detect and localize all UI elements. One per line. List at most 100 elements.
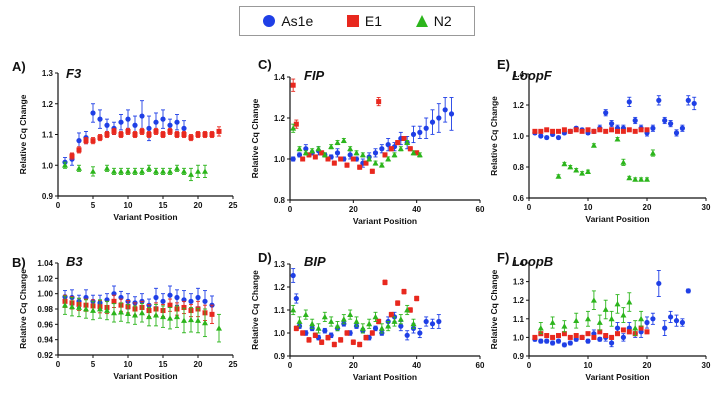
data-point	[404, 307, 411, 313]
data-point	[614, 136, 621, 142]
data-point	[638, 325, 644, 331]
data-point	[561, 342, 568, 348]
data-point	[597, 329, 603, 335]
data-point	[340, 137, 347, 143]
y-tick-label: 1.4	[274, 73, 286, 82]
data-point	[538, 133, 544, 139]
data-point	[567, 164, 574, 170]
series-n2	[555, 136, 656, 182]
data-point	[615, 331, 620, 337]
data-point	[602, 306, 609, 312]
data-point	[202, 132, 208, 137]
y-tick-label: 1.04	[37, 259, 53, 268]
data-point	[603, 128, 609, 134]
data-point	[139, 128, 145, 134]
data-point	[296, 145, 303, 152]
series-e1	[532, 325, 650, 340]
data-point	[679, 125, 686, 131]
data-point	[395, 140, 401, 146]
x-tick-label: 5	[91, 360, 96, 369]
data-point	[104, 122, 110, 128]
data-point	[372, 150, 379, 156]
panel-bip: D) BIP 0.9 1.0 1.1 1.2 1.3 0 20 40 60 Variant Posit…	[250, 250, 485, 382]
data-point	[195, 294, 201, 301]
data-point	[315, 145, 322, 152]
data-point	[366, 156, 373, 162]
data-point	[347, 152, 353, 158]
data-point	[626, 329, 632, 335]
data-point	[306, 152, 312, 158]
data-point	[632, 176, 639, 182]
data-point	[90, 307, 96, 313]
data-point	[340, 316, 347, 322]
data-point	[202, 319, 208, 326]
y-tick-label: 1.2	[274, 114, 286, 123]
data-point	[556, 333, 561, 339]
series-as1e	[290, 268, 442, 341]
data-point	[181, 125, 187, 131]
data-point	[372, 160, 379, 166]
data-point	[376, 319, 382, 324]
data-point	[359, 325, 366, 331]
data-point	[353, 149, 360, 156]
data-point	[188, 298, 194, 304]
data-point	[401, 136, 407, 141]
data-point	[644, 127, 650, 133]
data-point	[407, 146, 413, 152]
data-point	[202, 168, 208, 174]
legend-label-e1: E1	[364, 13, 383, 29]
data-point	[334, 139, 341, 145]
data-point	[160, 132, 166, 137]
data-point	[614, 325, 621, 331]
data-point	[379, 146, 385, 152]
x-tick-label: 60	[476, 361, 485, 370]
data-point	[644, 329, 650, 335]
data-point	[153, 312, 159, 318]
data-point	[385, 156, 392, 162]
data-point	[650, 316, 656, 322]
x-tick-label: 10	[584, 361, 593, 370]
data-point	[350, 339, 356, 345]
legend-label-n2: N2	[433, 13, 452, 29]
x-tick-label: 20	[643, 203, 652, 212]
data-point	[544, 338, 550, 344]
y-axis-label: Relative Cq Change	[489, 96, 499, 176]
series-n2	[537, 290, 645, 336]
x-tick-label: 20	[643, 361, 652, 370]
panel-loopb: F) LoopB 0.9 1.0 1.1 1.2 1.3 1.4 0 10 20 30 Variant …	[489, 250, 711, 382]
data-point	[549, 319, 556, 325]
data-point	[442, 107, 448, 113]
data-point	[132, 122, 138, 128]
data-point	[139, 113, 145, 119]
data-point	[620, 312, 627, 318]
data-point	[644, 176, 650, 182]
x-tick-label: 20	[194, 201, 203, 210]
y-tick-label: 1.1	[274, 306, 286, 315]
data-point	[398, 323, 404, 329]
data-point	[620, 327, 626, 333]
data-point	[626, 99, 632, 105]
data-point	[300, 330, 306, 336]
y-tick-label: 1.4	[513, 259, 525, 268]
data-point	[644, 319, 650, 326]
data-point	[369, 168, 375, 174]
y-tick-label: 1.2	[513, 296, 525, 305]
x-tick-label: 25	[229, 201, 238, 210]
data-point	[378, 325, 385, 331]
data-point	[296, 152, 303, 158]
data-point	[561, 323, 568, 329]
data-point	[556, 128, 561, 134]
data-point	[139, 309, 145, 316]
data-point	[188, 316, 194, 323]
series-e1	[290, 78, 420, 174]
panel-title: BIP	[304, 254, 326, 269]
data-point	[312, 332, 318, 338]
data-point	[328, 318, 335, 324]
data-point	[111, 309, 117, 316]
data-point	[125, 116, 131, 122]
x-tick-label: 10	[124, 201, 133, 210]
panel-label: B)	[12, 255, 26, 270]
data-point	[579, 170, 586, 176]
data-point	[353, 318, 360, 324]
